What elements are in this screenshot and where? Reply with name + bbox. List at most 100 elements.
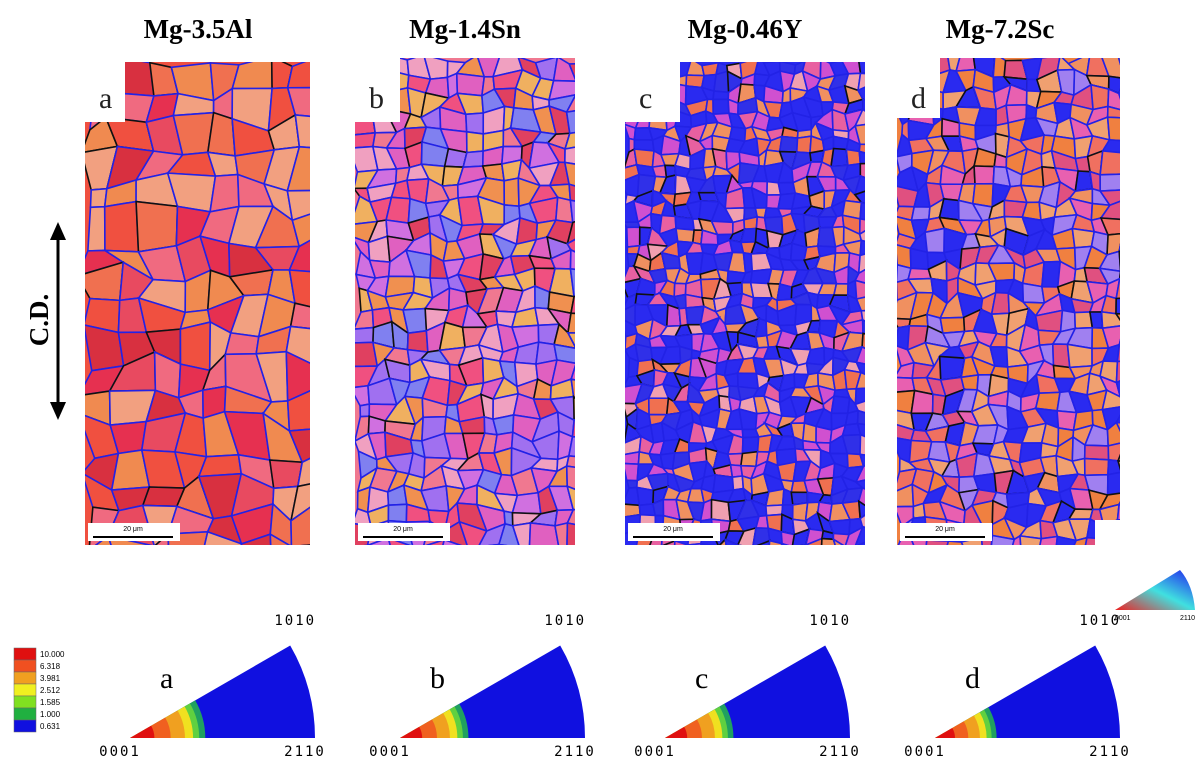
grain	[875, 123, 888, 144]
grain	[290, 503, 310, 545]
grain	[296, 450, 310, 488]
grain	[1107, 532, 1120, 545]
grain	[587, 108, 607, 131]
grain	[907, 267, 933, 281]
grain	[872, 61, 890, 78]
grain	[660, 539, 676, 545]
grain	[925, 554, 945, 575]
grain	[567, 549, 593, 560]
grain	[875, 461, 886, 481]
grain	[788, 544, 810, 545]
grain	[285, 350, 310, 403]
pole-figure	[400, 645, 585, 738]
grain	[1101, 139, 1120, 154]
grain	[713, 70, 730, 94]
grain	[287, 563, 334, 612]
panel-title: Mg-1.4Sn	[409, 14, 521, 44]
grain	[648, 546, 663, 558]
grain	[1121, 189, 1136, 201]
scale-bar-label: 20 μm	[123, 526, 143, 533]
grain	[224, 331, 260, 356]
grain	[497, 522, 521, 545]
grain	[231, 62, 273, 90]
grain	[859, 433, 865, 457]
grain	[871, 345, 886, 365]
grain	[1119, 388, 1120, 409]
grain	[323, 117, 352, 149]
grain	[198, 530, 243, 545]
grain	[776, 283, 793, 302]
grain	[712, 90, 730, 101]
grain	[567, 312, 575, 335]
grain	[832, 537, 853, 545]
grain	[569, 248, 575, 271]
grain	[1055, 558, 1070, 575]
grain	[566, 522, 575, 545]
grain	[586, 449, 606, 474]
grain	[317, 212, 347, 251]
pole-figure-band	[935, 728, 955, 738]
grain	[285, 325, 310, 373]
pf-right-label: 2110	[1089, 744, 1131, 760]
grain	[741, 554, 755, 572]
grain	[563, 143, 575, 167]
grain	[288, 426, 310, 464]
grain	[1118, 324, 1120, 346]
grain	[206, 111, 236, 157]
grain	[1083, 457, 1110, 477]
grain	[1117, 73, 1120, 95]
grain	[1106, 421, 1120, 447]
grain	[1125, 150, 1138, 174]
grain	[893, 551, 916, 567]
panel-title: Mg-7.2Sc	[946, 14, 1055, 44]
grain	[795, 135, 813, 154]
grain	[1115, 373, 1120, 398]
grain	[736, 526, 757, 545]
grain	[583, 256, 610, 276]
grain	[700, 542, 721, 545]
pole-figure	[665, 645, 850, 738]
grain	[868, 243, 889, 260]
pf-letter: a	[160, 662, 173, 695]
grain	[1106, 105, 1120, 119]
grain	[939, 316, 966, 335]
grain	[1116, 518, 1120, 535]
grain	[323, 53, 364, 94]
grain	[855, 371, 865, 390]
grain	[590, 196, 613, 223]
grain-map	[893, 58, 1138, 575]
grain	[587, 525, 611, 549]
grain	[816, 552, 837, 567]
grain	[355, 384, 371, 407]
grain	[570, 362, 575, 385]
grain	[861, 332, 865, 353]
grain	[871, 449, 886, 461]
grain	[845, 148, 862, 167]
grain	[764, 488, 785, 507]
grain	[857, 499, 865, 521]
grain	[566, 331, 575, 350]
grain	[387, 536, 415, 545]
grain	[801, 422, 817, 444]
grain	[478, 556, 504, 586]
ipf-key	[1115, 570, 1195, 610]
grain	[735, 544, 756, 545]
grain	[567, 435, 575, 459]
grain	[1083, 444, 1110, 461]
grain	[384, 58, 410, 77]
grain	[571, 410, 575, 439]
grain	[325, 232, 352, 274]
grain	[329, 543, 361, 575]
grain	[392, 558, 406, 584]
grain	[909, 551, 931, 570]
grain	[591, 542, 604, 561]
grain	[675, 227, 695, 244]
grain	[499, 556, 521, 580]
grain	[1106, 232, 1120, 256]
grain	[1107, 87, 1120, 112]
grain	[588, 489, 612, 508]
grain	[832, 532, 851, 545]
grain	[662, 555, 678, 572]
grain	[634, 343, 654, 363]
pole-figure-band	[665, 726, 688, 738]
